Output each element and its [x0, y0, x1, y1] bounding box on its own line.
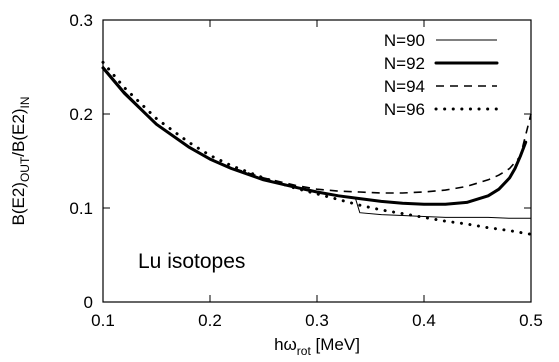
- y-tick-label: 0: [84, 293, 93, 312]
- y-tick-label: 0.1: [69, 199, 93, 218]
- legend-label: N=94: [384, 77, 425, 96]
- y-axis-label-part1: B(E2): [9, 182, 28, 225]
- y-axis-label-sub-in: IN: [18, 97, 32, 109]
- plot-frame: [102, 19, 532, 303]
- series-line-n-92: [101, 66, 528, 206]
- x-axis-label-subscript: rot: [297, 344, 312, 358]
- ticks-layer: 0.1 0.2 0.3 0.4 0.500.10.20.3: [69, 11, 542, 330]
- x-tick-label: 0.5: [519, 311, 543, 330]
- y-tick-label: 0.3: [69, 11, 93, 30]
- x-axis-label-unit: [MeV]: [311, 335, 360, 354]
- x-tick-label: 0.2: [198, 311, 222, 330]
- x-axis-label-main: hω: [274, 335, 297, 354]
- legend-label: N=96: [384, 100, 425, 119]
- y-axis-label: B(E2)OUT/B(E2)IN: [9, 97, 32, 226]
- x-axis-label: hωrot [MeV]: [274, 335, 360, 358]
- legend: N=90 N=92 N=94 N=96: [384, 31, 499, 119]
- x-tick-label: 0.3: [305, 311, 329, 330]
- series-line-n-94: [102, 67, 532, 194]
- y-axis-label-part2: /B(E2): [9, 109, 28, 157]
- annotation-lu-isotopes: Lu isotopes: [138, 250, 245, 273]
- y-axis-label-sub-out: OUT: [18, 156, 32, 182]
- x-tick-label: 0.4: [412, 311, 436, 330]
- legend-label: N=90: [384, 31, 425, 50]
- legend-label: N=92: [384, 54, 425, 73]
- series-layer: [101, 60, 533, 236]
- series-line-n-96: [101, 60, 533, 236]
- series-line-n-90: [102, 65, 531, 219]
- x-tick-label: 0.1: [91, 311, 115, 330]
- y-tick-label: 0.2: [69, 105, 93, 124]
